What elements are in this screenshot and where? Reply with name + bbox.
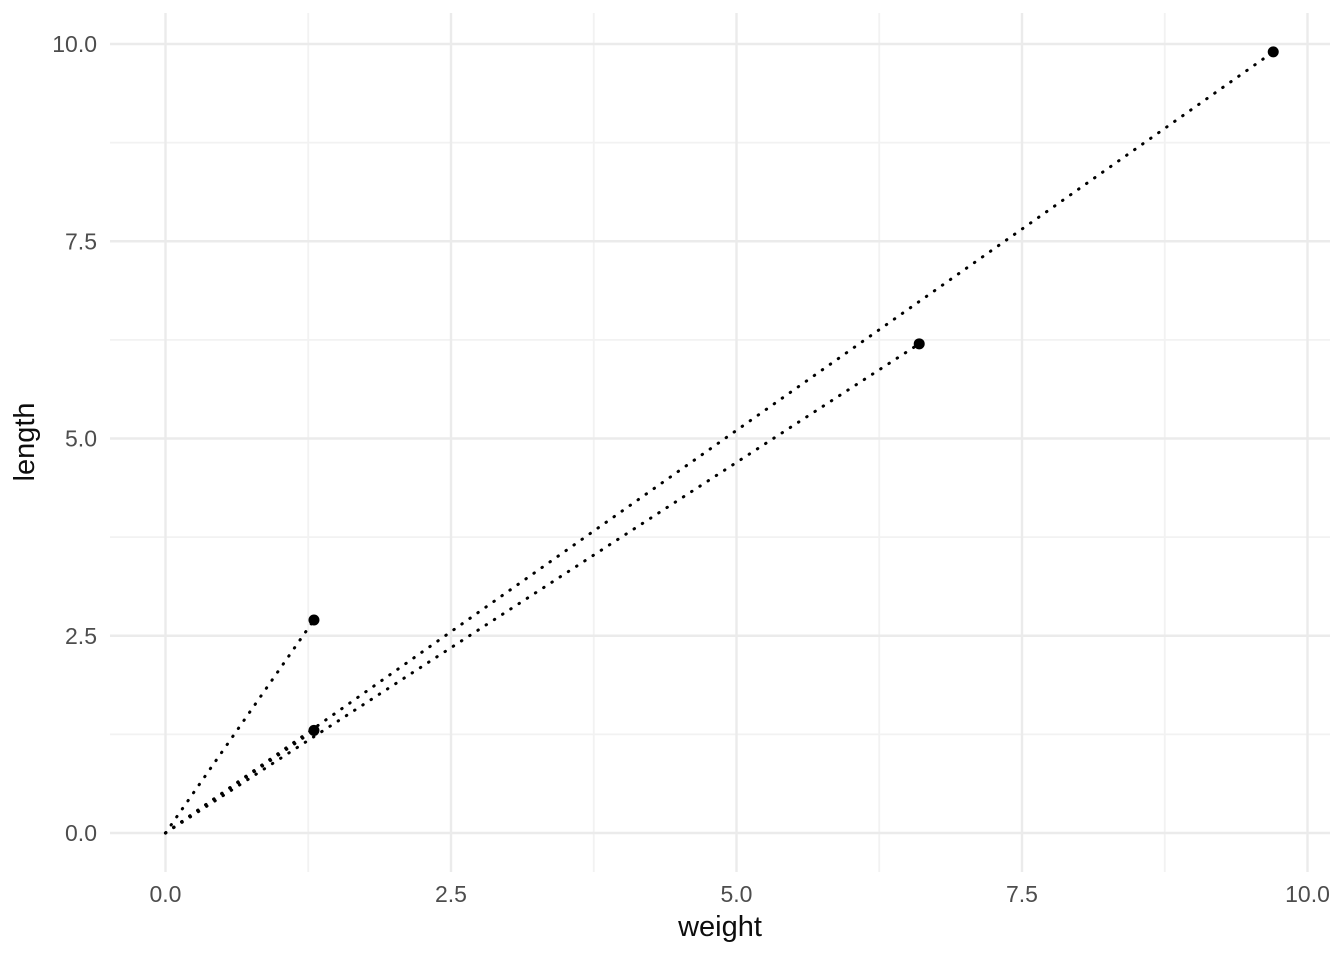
x-tick-label: 5.0: [721, 881, 753, 907]
data-point: [913, 338, 925, 350]
origin-segments: [164, 50, 1275, 835]
data-point: [308, 614, 320, 626]
y-axis-title: length: [9, 402, 41, 481]
y-tick-label: 5.0: [65, 426, 97, 452]
dotted-segment: [164, 618, 316, 835]
x-tick-label: 10.0: [1285, 881, 1330, 907]
x-axis-title: weight: [677, 911, 762, 943]
dotted-segment: [164, 50, 1275, 835]
data-points: [308, 46, 1279, 736]
data-point: [308, 724, 320, 736]
data-point: [1267, 46, 1279, 58]
minor-gridlines: [110, 13, 1330, 872]
x-axis-tick-labels: 0.0 2.5 5.0 7.5 10.0: [150, 881, 1330, 907]
x-tick-label: 2.5: [435, 881, 467, 907]
x-tick-label: 7.5: [1006, 881, 1038, 907]
y-axis-tick-labels: 0.0 2.5 5.0 7.5 10.0: [52, 31, 97, 846]
y-tick-label: 0.0: [65, 820, 97, 846]
y-tick-label: 2.5: [65, 623, 97, 649]
y-tick-label: 7.5: [65, 228, 97, 254]
x-tick-label: 0.0: [150, 881, 182, 907]
y-tick-label: 10.0: [52, 31, 97, 57]
major-gridlines: [110, 13, 1330, 872]
